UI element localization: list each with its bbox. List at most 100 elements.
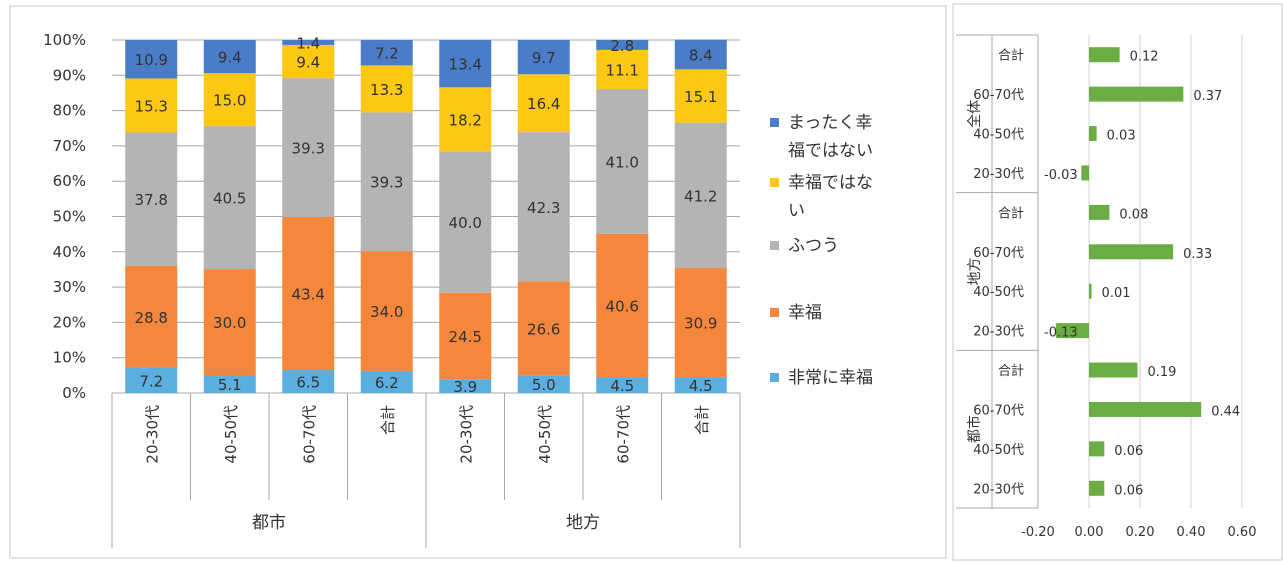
y-tick-label: 80% (53, 102, 86, 120)
data-label: 34.0 (370, 303, 403, 321)
bar-segment (439, 292, 492, 380)
bar-segment (360, 65, 413, 113)
legend-label: 福ではない (788, 141, 873, 161)
data-label: 6.5 (296, 374, 320, 392)
data-label: 24.5 (449, 328, 482, 346)
y-tick-label: 50% (53, 208, 86, 226)
bar-segment (596, 233, 649, 378)
data-label: 0.37 (1193, 89, 1222, 104)
bar-segment (360, 371, 413, 393)
y-tick-label: 20% (53, 313, 86, 331)
data-label: 13.3 (370, 81, 403, 99)
legend-label: 幸福ではな (788, 173, 873, 193)
bar-segment (360, 251, 413, 372)
x-tick-label: 0.00 (1075, 525, 1104, 540)
data-label: -0.13 (1044, 326, 1078, 341)
bar-segment (674, 39, 727, 70)
data-label: 39.3 (370, 174, 403, 192)
category-label: 20-30代 (973, 167, 1024, 182)
bar-segment (203, 126, 256, 270)
bar-segment (125, 40, 178, 79)
group-label: 都市 (252, 513, 286, 533)
category-label: 20-30代 (973, 482, 1024, 497)
category-label: 40-50代 (536, 405, 554, 464)
bar-segment (282, 78, 335, 217)
bar-segment (125, 78, 178, 133)
category-label: 合計 (693, 405, 711, 435)
data-label: 4.5 (610, 377, 634, 395)
x-tick-label: 0.60 (1228, 525, 1257, 540)
data-label: 11.1 (606, 61, 639, 79)
bar-segment (517, 132, 570, 282)
data-label: 1.4 (296, 34, 320, 52)
data-label: 30.0 (213, 314, 246, 332)
bar (1081, 165, 1089, 181)
category-label: 40-50代 (222, 405, 240, 464)
data-label: 0.06 (1114, 483, 1143, 498)
group-label: 都市 (966, 415, 983, 443)
bar-segment (282, 40, 335, 45)
bar-segment (282, 370, 335, 393)
bar (1089, 401, 1202, 417)
category-label: 合計 (998, 48, 1024, 64)
data-label: 0.44 (1211, 404, 1240, 419)
bar-segment (125, 265, 178, 368)
bar (1055, 323, 1089, 339)
data-label: 8.4 (689, 46, 713, 64)
data-label: 4.5 (689, 377, 713, 395)
data-label: 5.0 (532, 376, 556, 394)
bar-segment (517, 40, 570, 75)
bar-segment (517, 281, 570, 376)
bar (1089, 86, 1184, 102)
category-label: 合計 (998, 205, 1024, 221)
data-label: 43.4 (292, 285, 325, 303)
y-tick-label: 0% (62, 384, 86, 402)
category-label: 合計 (379, 405, 397, 435)
data-label: 16.4 (527, 95, 560, 113)
bar (1089, 244, 1174, 260)
bar-segment (674, 268, 727, 378)
bar-segment (203, 374, 256, 393)
category-label: 20-30代 (143, 405, 161, 464)
legend-swatch (770, 308, 779, 317)
bar-segment (439, 40, 492, 88)
data-label: 7.2 (139, 372, 163, 390)
bar-segment (674, 122, 727, 269)
y-tick-label: 100% (43, 31, 86, 49)
bar (1089, 480, 1105, 496)
category-label: 60-70代 (973, 88, 1024, 103)
category-label: 40-50代 (973, 285, 1024, 300)
data-label: 3.9 (453, 378, 477, 396)
legend-label: 非常に幸福 (788, 368, 873, 388)
data-label: 15.1 (684, 88, 717, 106)
y-tick-label: 30% (53, 278, 86, 296)
bar (1089, 283, 1092, 299)
data-label: 40.6 (606, 297, 639, 315)
y-tick-label: 90% (53, 66, 86, 84)
legend-swatch (770, 373, 779, 382)
legend-label: い (788, 201, 805, 221)
group-label: 地方 (566, 513, 600, 533)
x-tick-label: -0.20 (1021, 525, 1055, 540)
data-label: 2.8 (610, 37, 634, 55)
category-label: 60-70代 (973, 403, 1024, 418)
category-label: 40-50代 (973, 443, 1024, 458)
data-label: 39.3 (292, 139, 325, 157)
data-label: 9.4 (296, 54, 320, 72)
data-label: 0.08 (1119, 207, 1148, 222)
bar-segment (596, 40, 649, 50)
diff-bar-chart: -0.20 0.00 0.20 0.40 0.60 合計 0.12 60-70代 0.37 40-… (952, 3, 1283, 561)
data-label: 30.9 (684, 315, 717, 333)
legend-swatch (770, 118, 779, 127)
bar (1089, 126, 1097, 142)
bar-segment (282, 216, 335, 371)
bar (1089, 47, 1120, 63)
legend-label: まったく幸 (788, 113, 872, 133)
bar-segment (203, 269, 256, 375)
data-label: 6.2 (375, 374, 399, 392)
bar-segment (596, 89, 649, 234)
data-label: 0.19 (1147, 365, 1176, 380)
bar-segment (674, 377, 727, 393)
data-label: -0.03 (1044, 168, 1078, 183)
category-label: 60-70代 (614, 405, 632, 464)
